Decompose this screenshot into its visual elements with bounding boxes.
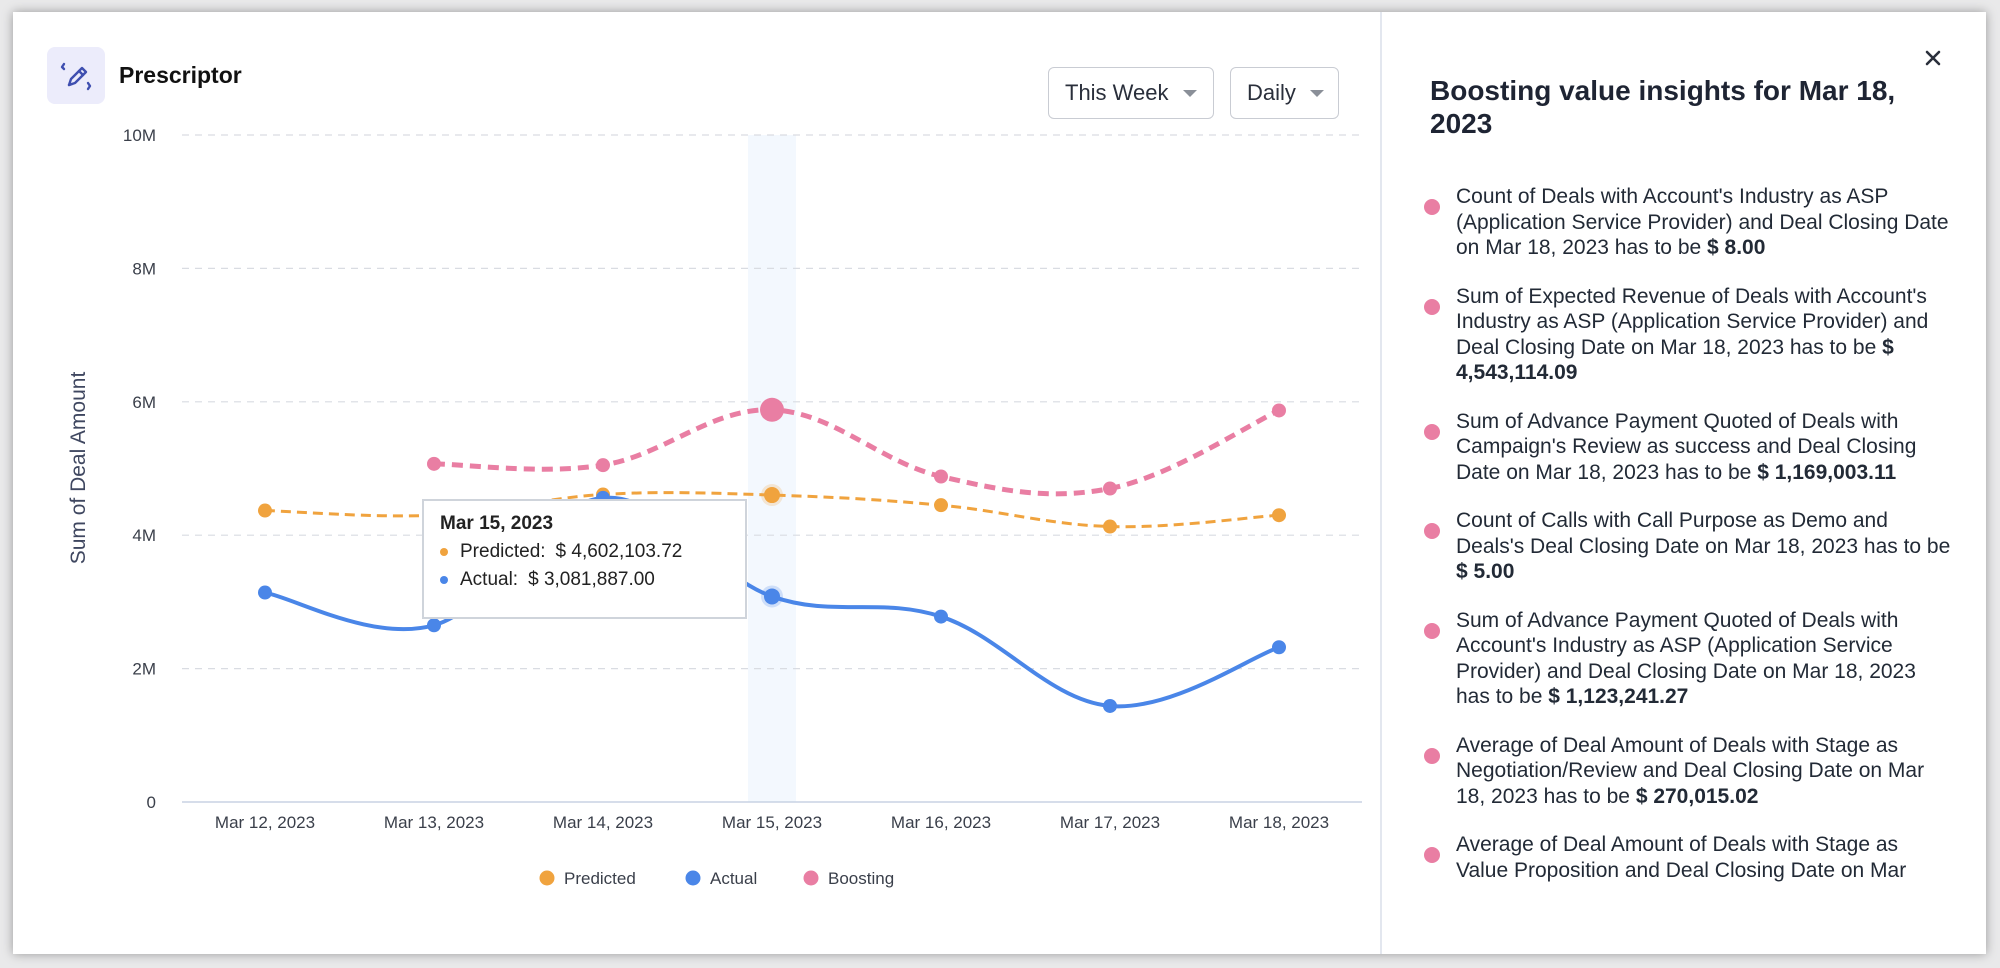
close-icon [1925,50,1941,66]
bullet-icon [1424,622,1440,639]
x-tick-label: Mar 15, 2023 [722,813,822,832]
bullet-icon [1424,423,1440,440]
insight-item: Count of Deals with Account's Industry a… [1424,184,1954,261]
predicted-data-point[interactable] [1272,508,1286,523]
tooltip-label: Predicted: [460,541,546,562]
tooltip-row-predicted: Predicted: $ 4,602,103.72 [440,541,745,563]
actual-data-point[interactable] [1103,698,1117,713]
legend-label: Predicted [564,869,636,888]
legend-label: Actual [710,869,757,888]
insights-list: Count of Deals with Account's Industry a… [1424,184,1954,906]
insight-text: Sum of Advance Payment Quoted of Deals w… [1456,409,1917,484]
chart-tooltip: Mar 15, 2023 Predicted: $ 4,602,103.72 A… [422,499,747,619]
y-tick-label: 10M [123,126,156,145]
highlight-band [748,135,796,802]
y-tick-label: 6M [132,393,156,412]
tooltip-value: $ 4,602,103.72 [555,541,683,562]
actual-data-point[interactable] [258,585,272,600]
insight-value: $ 4,543,114.09 [1456,335,1894,385]
insight-item: Sum of Advance Payment Quoted of Deals w… [1424,608,1954,710]
y-tick-label: 4M [132,526,156,545]
x-tick-label: Mar 13, 2023 [384,813,484,832]
interval-dropdown[interactable]: Daily [1230,67,1339,119]
predicted-data-point[interactable] [258,503,272,518]
insight-item: Average of Deal Amount of Deals with Sta… [1424,832,1954,883]
y-tick-label: 0 [147,793,156,812]
tooltip-title: Mar 15, 2023 [440,513,554,534]
x-tick-label: Mar 18, 2023 [1229,813,1329,832]
app-title: Prescriptor [119,62,242,88]
x-tick-label: Mar 12, 2023 [215,813,315,832]
boosting-data-point[interactable] [596,458,610,473]
bullet-icon [1424,747,1440,764]
legend-item-boosting[interactable]: Boosting [803,869,895,888]
tooltip-row-actual: Actual: $ 3,081,887.00 [440,569,745,591]
legend-item-actual[interactable]: Actual [685,869,758,888]
x-tick-label: Mar 16, 2023 [891,813,991,832]
prescriptor-window: Prescriptor This Week Daily 0 2M 4M 6M 8M 10M… [13,12,1986,954]
insight-text: Count of Deals with Account's Industry a… [1456,185,1949,259]
actual-data-point[interactable] [1272,640,1286,655]
predicted-data-point[interactable] [934,498,948,513]
insight-text: Sum of Advance Payment Quoted of Deals w… [1456,608,1916,709]
panel-title: Boosting value insights for Mar 18, 2023 [1430,75,1896,139]
boosting-data-point[interactable] [934,469,948,484]
interval-value: Daily [1247,80,1296,105]
actual-data-point[interactable] [427,618,441,633]
predicted-dot-icon [440,548,448,556]
legend-dot-icon [803,870,819,886]
predicted-data-point[interactable] [764,487,780,504]
boosting-data-point[interactable] [1272,403,1286,418]
pencil-edit-icon [47,47,105,104]
caret-down-icon [1182,89,1197,97]
y-axis-title: Sum of Deal Amount [67,372,90,565]
date-range-value: This Week [1065,80,1169,105]
insight-value: $ 270,015.02 [1635,784,1759,808]
actual-data-point[interactable] [764,588,780,605]
y-tick-label: 2M [132,660,156,679]
legend-label: Boosting [828,869,894,888]
insight-item: Count of Calls with Call Purpose as Demo… [1424,508,1954,585]
actual-dot-icon [440,576,448,584]
insight-item: Sum of Expected Revenue of Deals with Ac… [1424,284,1954,386]
insight-item: Average of Deal Amount of Deals with Sta… [1424,733,1954,810]
legend-item-predicted[interactable]: Predicted [539,869,636,888]
legend-dot-icon [539,870,555,886]
insight-text: Average of Deal Amount of Deals with Sta… [1456,733,1925,808]
x-tick-label: Mar 17, 2023 [1060,813,1160,832]
boosting-series-line [433,407,1281,497]
close-button[interactable] [1920,45,1946,71]
insights-panel: Boosting value insights for Mar 18, 2023… [1382,12,1986,954]
actual-data-point[interactable] [934,609,948,624]
boosting-data-point[interactable] [760,397,784,422]
x-tick-label: Mar 14, 2023 [553,813,653,832]
caret-down-icon [1309,89,1324,97]
insight-text: Sum of Expected Revenue of Deals with Ac… [1456,284,1929,385]
predicted-data-point[interactable] [1103,519,1117,534]
pane-divider [1380,12,1382,954]
bullet-icon [1424,523,1440,539]
bullet-icon [1424,298,1440,315]
insight-value: $ 1,169,003.11 [1757,460,1897,484]
tooltip-value: $ 3,081,887.00 [528,569,655,590]
bullet-icon [1424,199,1440,215]
y-tick-label: 8M [132,259,156,278]
insight-text: Count of Calls with Call Purpose as Demo… [1456,509,1951,583]
insight-text: Average of Deal Amount of Deals with Sta… [1456,833,1907,882]
legend-dot-icon [685,870,701,886]
boosting-data-point[interactable] [1103,481,1117,496]
insight-value: $ 5.00 [1456,560,1515,583]
tooltip-label: Actual: [460,569,519,590]
insight-value: $ 8.00 [1707,236,1766,259]
insight-value: $ 1,123,241.27 [1548,685,1689,708]
insight-item: Sum of Advance Payment Quoted of Deals w… [1424,409,1954,486]
bullet-icon [1424,847,1440,863]
boosting-data-point[interactable] [427,456,441,471]
chart-pane: Prescriptor This Week Daily 0 2M 4M 6M 8M 10M… [13,12,1380,954]
line-chart: 0 2M 4M 6M 8M 10M Mar 12, 2023 Mar 13, 2023 Mar… [67,126,1362,888]
date-range-dropdown[interactable]: This Week [1048,67,1214,119]
